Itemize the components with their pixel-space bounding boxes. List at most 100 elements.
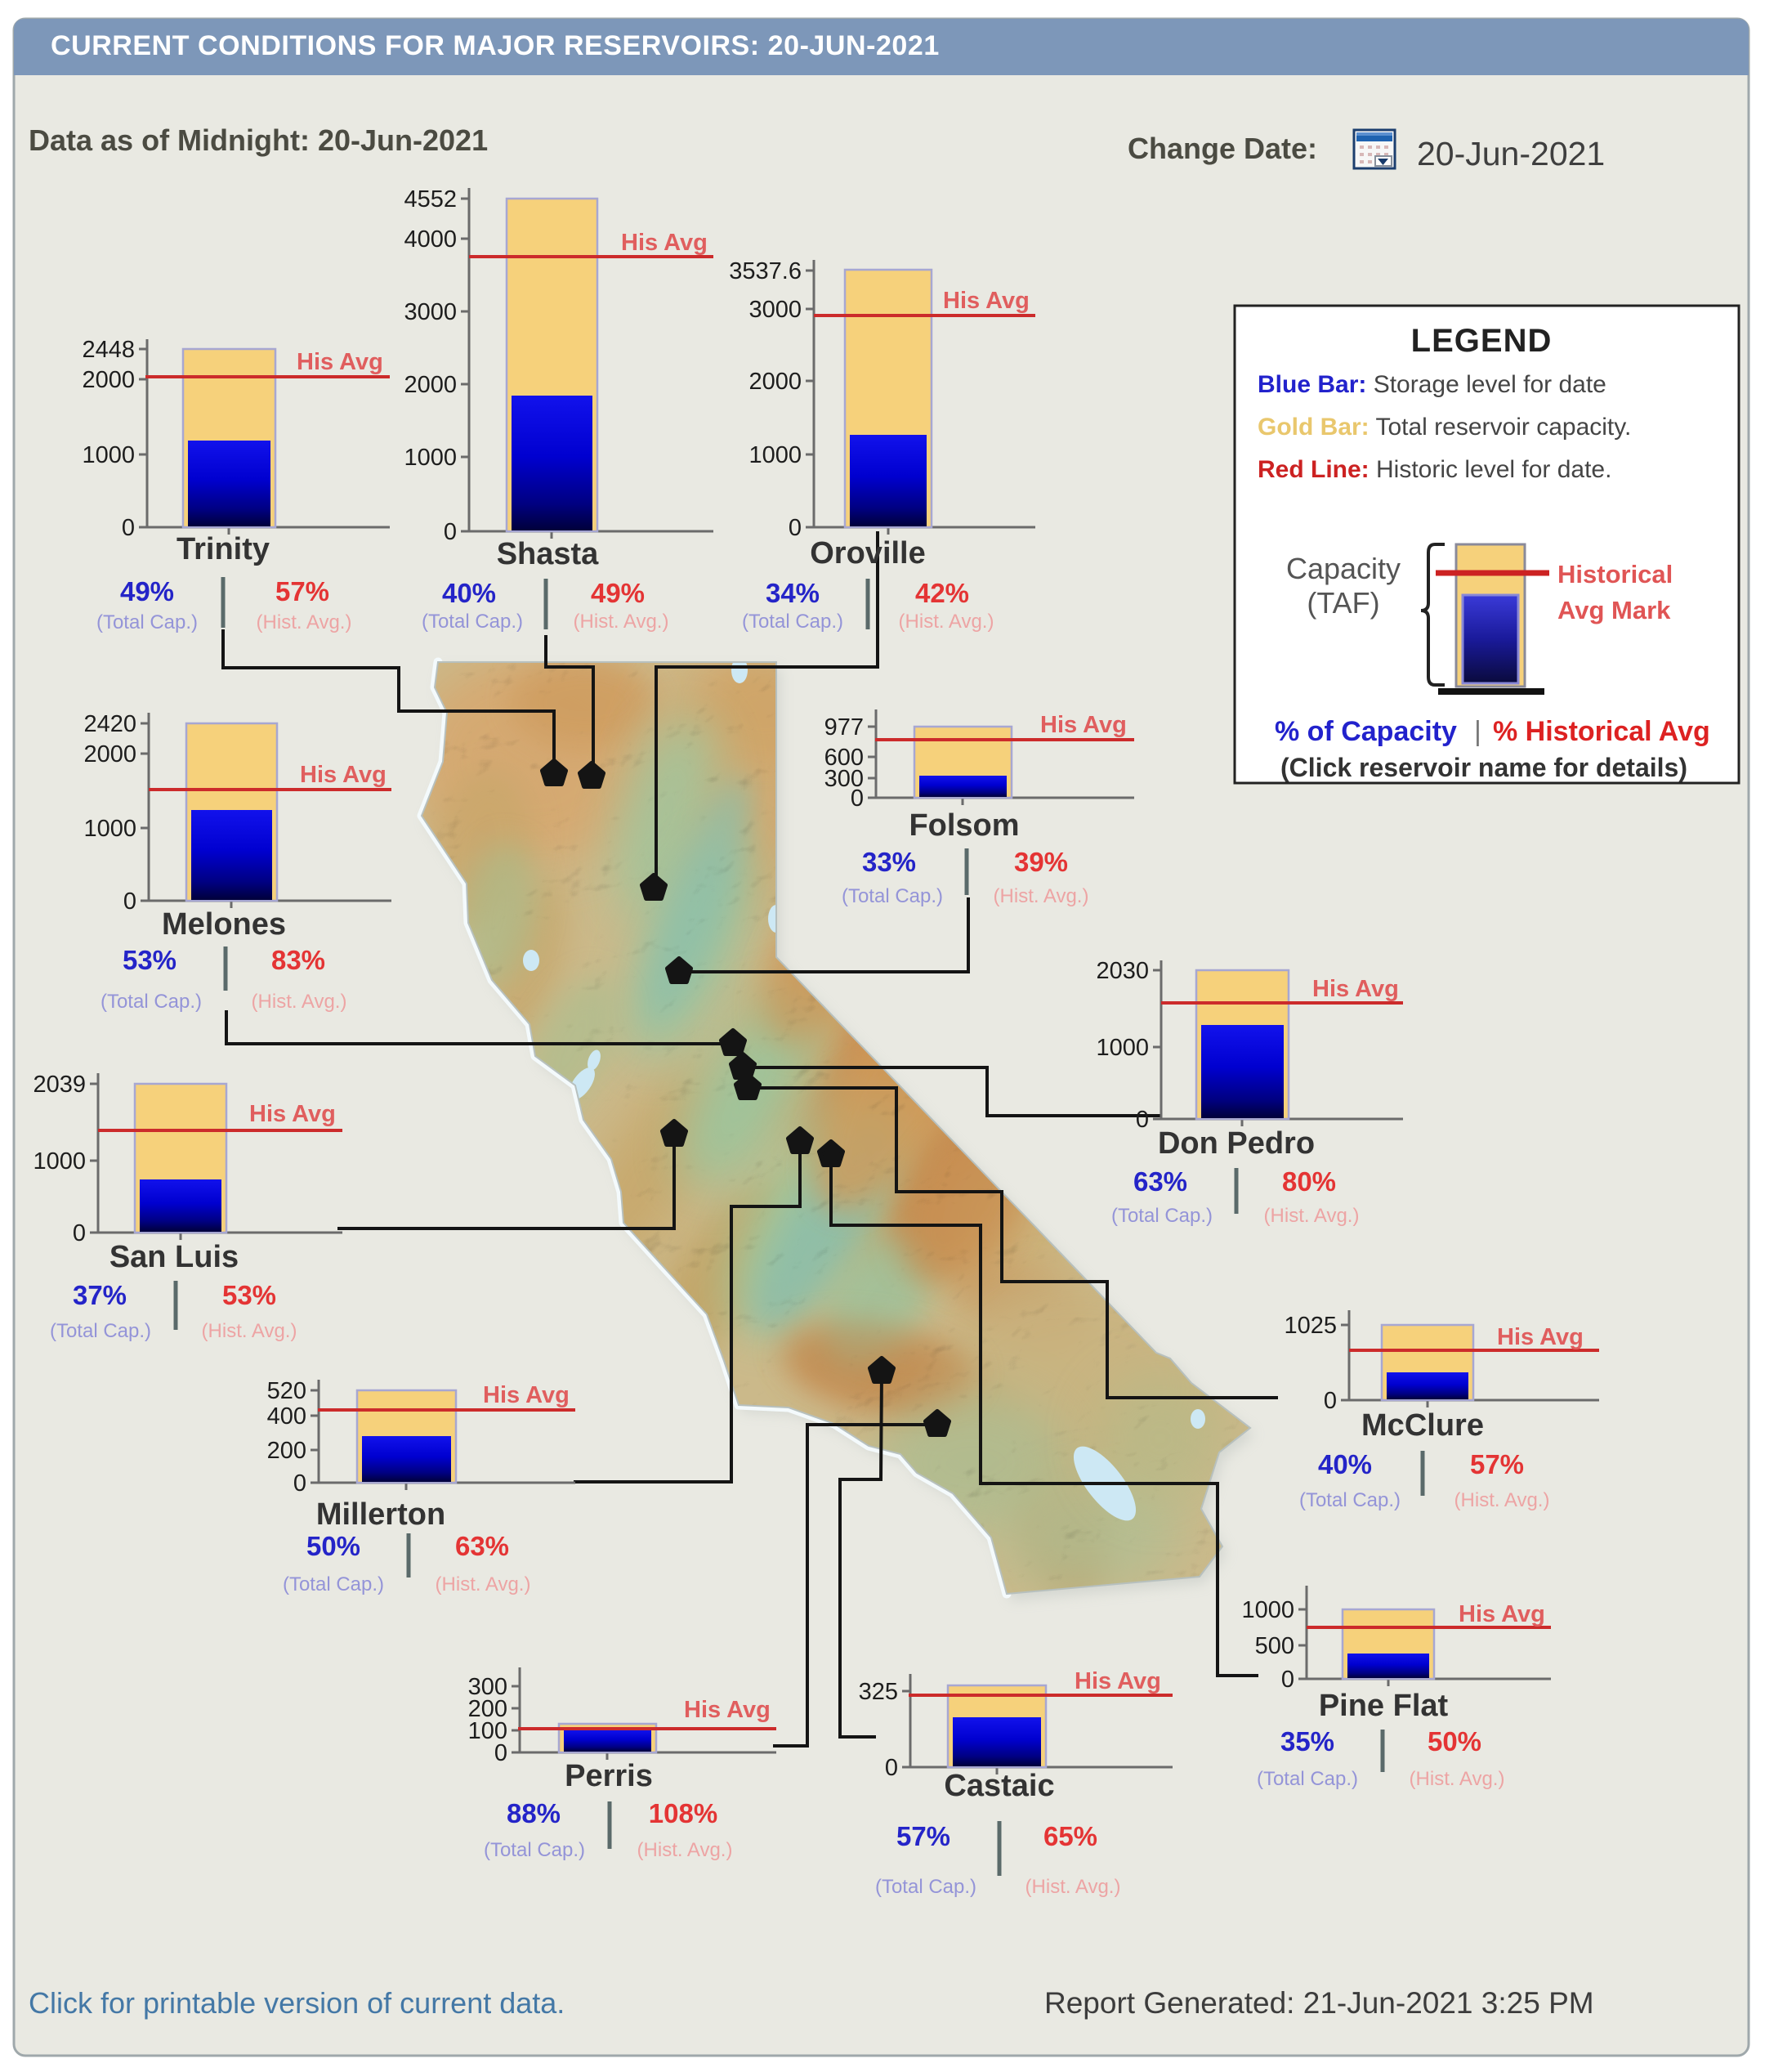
svg-text:Historical: Historical bbox=[1557, 560, 1673, 588]
svg-text:37%: 37% bbox=[73, 1280, 127, 1310]
svg-text:San Luis: San Luis bbox=[109, 1240, 239, 1274]
svg-text:53%: 53% bbox=[123, 945, 176, 975]
svg-text:(Total Cap.): (Total Cap.) bbox=[50, 1320, 151, 1342]
svg-text:Report Generated: 21-Jun-2021: Report Generated: 21-Jun-2021 3:25 PM bbox=[1044, 1986, 1594, 2020]
svg-text:0: 0 bbox=[851, 785, 864, 812]
svg-text:His Avg: His Avg bbox=[1312, 976, 1399, 1002]
svg-text:0: 0 bbox=[444, 519, 457, 545]
svg-text:Millerton: Millerton bbox=[316, 1497, 445, 1532]
svg-text:2000: 2000 bbox=[748, 369, 802, 395]
svg-text:977: 977 bbox=[824, 714, 864, 741]
svg-text:34%: 34% bbox=[766, 578, 820, 608]
svg-text:(Click reservoir name for deta: (Click reservoir name for details) bbox=[1280, 753, 1687, 782]
svg-text:42%: 42% bbox=[915, 578, 969, 608]
svg-text:(Total Cap.): (Total Cap.) bbox=[1257, 1768, 1358, 1790]
svg-text:0: 0 bbox=[494, 1740, 507, 1766]
svg-text:LEGEND: LEGEND bbox=[1411, 323, 1553, 359]
svg-text:His Avg: His Avg bbox=[297, 349, 383, 375]
svg-text:63%: 63% bbox=[455, 1531, 509, 1561]
svg-text:Data as of Midnight: 20-Jun-20: Data as of Midnight: 20-Jun-2021 bbox=[29, 123, 488, 157]
svg-text:300: 300 bbox=[468, 1674, 507, 1700]
svg-text:2000: 2000 bbox=[82, 367, 135, 393]
svg-text:1000: 1000 bbox=[748, 442, 802, 468]
svg-text:(Hist. Avg.): (Hist. Avg.) bbox=[899, 611, 994, 633]
svg-text:520: 520 bbox=[267, 1378, 306, 1404]
svg-text:Oroville: Oroville bbox=[810, 536, 926, 571]
svg-text:(Total Cap.): (Total Cap.) bbox=[422, 611, 523, 633]
svg-text:(Total Cap.): (Total Cap.) bbox=[283, 1573, 384, 1595]
svg-text:0: 0 bbox=[789, 515, 802, 541]
svg-text:(Hist. Avg.): (Hist. Avg.) bbox=[994, 885, 1089, 907]
svg-text:(Total Cap.): (Total Cap.) bbox=[1299, 1489, 1401, 1511]
svg-text:(TAF): (TAF) bbox=[1307, 586, 1379, 620]
svg-text:(Total Cap.): (Total Cap.) bbox=[742, 611, 843, 633]
svg-text:0: 0 bbox=[123, 888, 136, 915]
svg-text:2030: 2030 bbox=[1096, 958, 1149, 984]
svg-text:His Avg: His Avg bbox=[621, 230, 708, 256]
svg-text:200: 200 bbox=[267, 1438, 306, 1464]
svg-text:(Total Cap.): (Total Cap.) bbox=[1111, 1205, 1213, 1227]
svg-text:(Hist. Avg.): (Hist. Avg.) bbox=[252, 991, 347, 1013]
svg-text:33%: 33% bbox=[862, 847, 916, 877]
svg-text:83%: 83% bbox=[271, 945, 325, 975]
svg-text:0: 0 bbox=[1281, 1667, 1294, 1693]
svg-text:(Hist. Avg.): (Hist. Avg.) bbox=[1264, 1205, 1360, 1227]
svg-text:65%: 65% bbox=[1043, 1821, 1097, 1851]
svg-text:His Avg: His Avg bbox=[1075, 1668, 1161, 1694]
svg-text:Pine Flat: Pine Flat bbox=[1319, 1689, 1449, 1723]
svg-text:20-Jun-2021: 20-Jun-2021 bbox=[1417, 135, 1605, 172]
svg-text:325: 325 bbox=[859, 1679, 898, 1705]
svg-text:CURRENT CONDITIONS FOR MAJOR R: CURRENT CONDITIONS FOR MAJOR RESERVOIRS:… bbox=[51, 30, 940, 61]
svg-text:His Avg: His Avg bbox=[249, 1101, 336, 1127]
svg-text:His Avg: His Avg bbox=[943, 288, 1030, 314]
svg-text:2039: 2039 bbox=[33, 1072, 86, 1098]
svg-text:400: 400 bbox=[267, 1403, 306, 1430]
svg-text:1000: 1000 bbox=[83, 816, 136, 842]
svg-text:40%: 40% bbox=[442, 578, 496, 608]
svg-text:(Total Cap.): (Total Cap.) bbox=[96, 611, 198, 633]
svg-text:1000: 1000 bbox=[1096, 1035, 1149, 1061]
svg-text:4552: 4552 bbox=[404, 186, 457, 213]
svg-text:35%: 35% bbox=[1280, 1726, 1334, 1757]
svg-text:(Hist. Avg.): (Hist. Avg.) bbox=[574, 611, 669, 633]
svg-text:2448: 2448 bbox=[82, 337, 135, 363]
svg-text:Castaic: Castaic bbox=[944, 1769, 1054, 1803]
svg-text:His Avg: His Avg bbox=[1040, 712, 1127, 738]
svg-text:200: 200 bbox=[468, 1696, 507, 1722]
svg-text:(Total Cap.): (Total Cap.) bbox=[484, 1839, 585, 1861]
svg-text:0: 0 bbox=[885, 1755, 898, 1781]
svg-text:53%: 53% bbox=[222, 1280, 276, 1310]
svg-text:Gold Bar: Total reservoir capa: Gold Bar: Total reservoir capacity. bbox=[1258, 414, 1631, 441]
svg-text:2420: 2420 bbox=[83, 711, 136, 737]
svg-text:0: 0 bbox=[293, 1470, 306, 1497]
svg-text:1025: 1025 bbox=[1284, 1313, 1337, 1339]
svg-text:(Total Cap.): (Total Cap.) bbox=[101, 991, 202, 1013]
svg-text:|: | bbox=[1474, 716, 1481, 747]
svg-text:(Hist. Avg.): (Hist. Avg.) bbox=[1454, 1489, 1550, 1511]
svg-text:1000: 1000 bbox=[33, 1148, 86, 1175]
svg-text:300: 300 bbox=[824, 766, 864, 792]
svg-text:80%: 80% bbox=[1282, 1166, 1336, 1197]
svg-text:1000: 1000 bbox=[82, 442, 135, 468]
svg-text:(Hist. Avg.): (Hist. Avg.) bbox=[637, 1839, 733, 1861]
svg-text:57%: 57% bbox=[1470, 1449, 1524, 1479]
svg-text:50%: 50% bbox=[306, 1531, 360, 1561]
svg-text:Capacity: Capacity bbox=[1286, 552, 1401, 585]
svg-text:40%: 40% bbox=[1318, 1449, 1372, 1479]
svg-text:His Avg: His Avg bbox=[300, 762, 387, 788]
svg-text:108%: 108% bbox=[649, 1798, 717, 1828]
svg-text:4000: 4000 bbox=[404, 226, 457, 253]
svg-text:McClure: McClure bbox=[1361, 1408, 1484, 1443]
svg-text:39%: 39% bbox=[1014, 847, 1068, 877]
svg-text:500: 500 bbox=[1255, 1633, 1294, 1659]
svg-text:63%: 63% bbox=[1133, 1166, 1187, 1197]
svg-text:57%: 57% bbox=[896, 1821, 950, 1851]
svg-text:49%: 49% bbox=[591, 578, 645, 608]
svg-text:(Hist. Avg.): (Hist. Avg.) bbox=[202, 1320, 297, 1342]
svg-text:2000: 2000 bbox=[404, 372, 457, 398]
svg-text:Trinity: Trinity bbox=[176, 532, 270, 566]
svg-text:His Avg: His Avg bbox=[1497, 1324, 1584, 1350]
svg-text:(Hist. Avg.): (Hist. Avg.) bbox=[257, 611, 352, 633]
svg-text:% Historical Avg: % Historical Avg bbox=[1493, 716, 1710, 747]
svg-text:0: 0 bbox=[73, 1220, 86, 1246]
